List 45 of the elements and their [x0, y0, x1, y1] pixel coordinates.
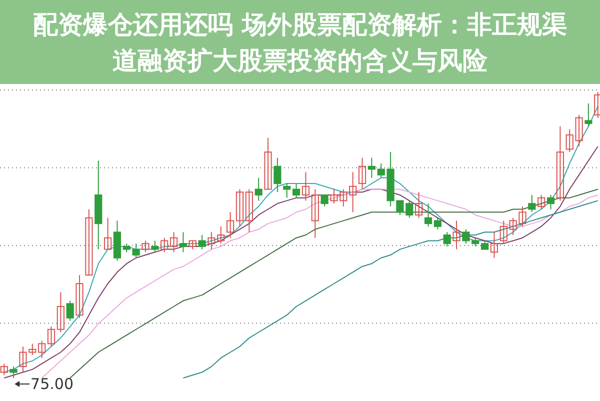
- candlestick: [415, 192, 423, 218]
- candlestick: [556, 126, 564, 202]
- candlestick: [38, 340, 46, 358]
- candlestick: [10, 366, 18, 378]
- candlestick: [236, 188, 244, 227]
- candlestick: [538, 194, 546, 210]
- candlestick: [302, 172, 310, 202]
- candlestick: [546, 194, 555, 210]
- candlestick: [254, 177, 262, 202]
- candlestick: [274, 157, 282, 193]
- candlestick: [500, 220, 508, 244]
- candlestick: [528, 194, 536, 213]
- candlestick: [56, 292, 64, 333]
- candlestick: [245, 188, 253, 233]
- candlestick: [283, 183, 291, 198]
- annotation: 75.00: [30, 375, 74, 393]
- candlestick: [85, 208, 93, 276]
- candlestick: [349, 172, 357, 213]
- candlestick: [142, 240, 150, 253]
- candlestick: [424, 203, 432, 227]
- candlestick: [443, 232, 451, 247]
- candlestick: [179, 232, 187, 253]
- candlestick: [132, 243, 140, 258]
- candlestick: [47, 326, 56, 348]
- candlestick: [151, 240, 159, 253]
- candlestick: [434, 217, 442, 230]
- candlestick: [584, 102, 592, 127]
- candlestick: [452, 220, 460, 250]
- candlestick: [0, 363, 8, 376]
- candlestick: [226, 212, 234, 238]
- candlestick: [320, 194, 328, 207]
- candlestick: [292, 183, 300, 198]
- candlestick: [264, 137, 272, 190]
- candlestick: [490, 232, 498, 258]
- candlestick: [462, 228, 470, 244]
- candlestick: [358, 157, 366, 190]
- candlestick: [66, 300, 74, 322]
- candlestick: [311, 188, 319, 238]
- candlestick: [76, 274, 84, 318]
- candlestick: [160, 237, 168, 253]
- chart-title: 配资爆仓还用还吗 场外股票配资解析：非正规渠道融资扩大股票投资的含义与风险: [33, 10, 567, 75]
- candlestick: [368, 157, 376, 178]
- candlestick: [198, 234, 206, 250]
- candlestick: [104, 217, 112, 250]
- candlestick: [170, 232, 178, 253]
